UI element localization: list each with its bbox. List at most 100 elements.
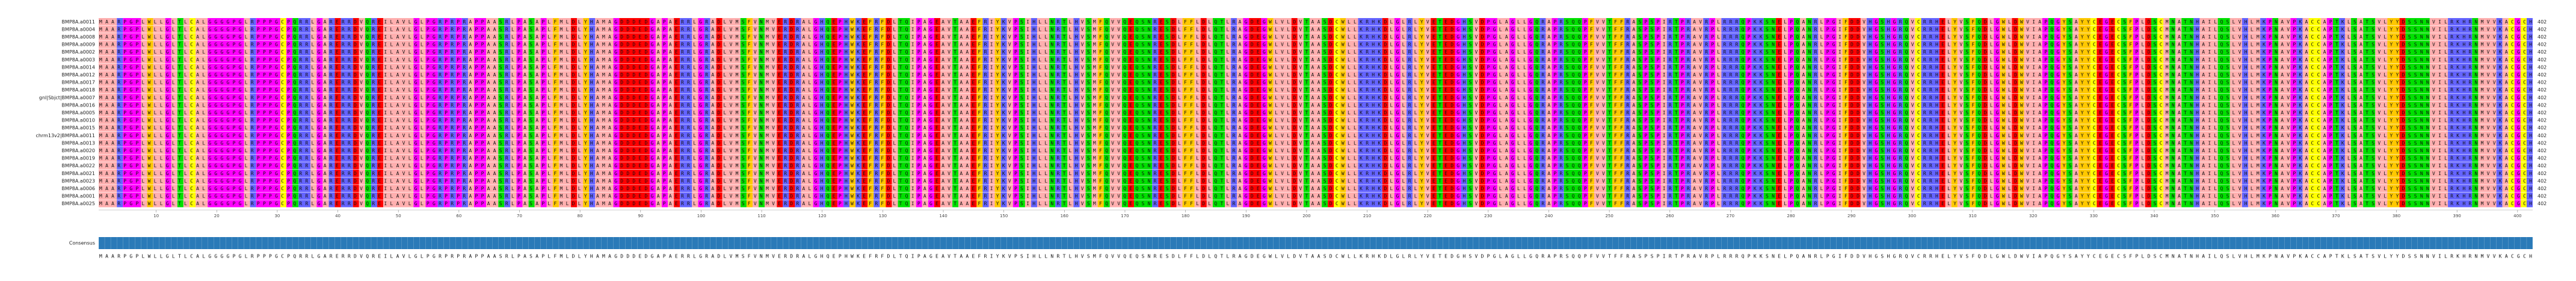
row-end: 402 (2537, 125, 2547, 131)
residue-block (413, 25, 420, 33)
residue-block (1594, 40, 1607, 48)
residue-block (2151, 40, 2157, 48)
residue-block (722, 25, 741, 33)
residue-block (940, 48, 953, 56)
residue-block (849, 40, 856, 48)
residue-block (2145, 33, 2151, 41)
residue-block (1091, 18, 1098, 25)
residue-block (1539, 40, 1546, 48)
residue-block (2072, 25, 2079, 33)
residue-block (437, 25, 444, 33)
residue-block (1394, 18, 1400, 25)
residue-block (467, 48, 475, 56)
residue-block (874, 18, 880, 25)
residue-block (2060, 18, 2067, 25)
residue-block (1182, 40, 1195, 48)
residue-block (783, 33, 789, 41)
residue-block (504, 40, 511, 48)
residue-block (1515, 40, 1528, 48)
residue-block (552, 25, 559, 33)
residue-block (2024, 25, 2042, 33)
residue-block (2242, 33, 2248, 41)
row-label: BMP8A.a0009 (62, 42, 95, 48)
residue-block (583, 18, 590, 25)
residue-block (153, 48, 165, 56)
residue-block (141, 18, 147, 25)
residue-block (540, 18, 547, 25)
residue-block (668, 40, 674, 48)
residue-block (1988, 25, 1994, 33)
residue-block (1824, 40, 1837, 48)
residue-block (280, 33, 287, 41)
residue-block (2018, 18, 2024, 25)
residue-block (165, 48, 171, 56)
residue-block (1031, 25, 1038, 33)
residue-block (2302, 40, 2309, 48)
residue-block (2351, 25, 2358, 33)
residue-block (540, 48, 547, 56)
residue-block (2248, 18, 2261, 25)
residue-block (1358, 33, 1382, 41)
residue-block (353, 40, 359, 48)
residue-block (208, 18, 244, 25)
residue-block (1891, 40, 1897, 48)
residue-block (1243, 18, 1249, 25)
residue-block (558, 18, 572, 25)
residue-block (534, 40, 541, 48)
residue-block (1678, 40, 1685, 48)
residue-block (1394, 40, 1400, 48)
residue-block (1273, 25, 1292, 33)
residue-block (2344, 40, 2352, 48)
residue-block (1994, 25, 2000, 33)
residue-block (2387, 40, 2400, 48)
residue-block (322, 40, 329, 48)
residue-block (1049, 18, 1056, 25)
residue-block (1485, 25, 1497, 33)
residue-block (1085, 40, 1092, 48)
residue-block (474, 18, 487, 25)
residue-block (1152, 18, 1159, 25)
residue-block (2169, 40, 2176, 48)
residue-block (880, 33, 886, 41)
row-label: BMP8A.a0012 (62, 72, 95, 78)
residue-block (1691, 33, 1704, 41)
residue-block (340, 33, 353, 41)
residue-block (2103, 18, 2109, 25)
residue-block (1231, 25, 1237, 33)
residue-block (2496, 33, 2503, 41)
residue-block (2097, 33, 2103, 41)
residue-block (1176, 40, 1183, 48)
residue-block (1781, 25, 1789, 33)
residue-block (359, 48, 365, 56)
residue-block (2000, 25, 2006, 33)
residue-block (2326, 33, 2333, 41)
residue-block (353, 33, 359, 41)
residue-block (467, 18, 475, 25)
residue-block (940, 25, 953, 33)
residue-block (1721, 18, 1740, 25)
residue-block (2072, 40, 2079, 48)
residue-block (2375, 40, 2388, 48)
residue-block (2078, 25, 2091, 33)
residue-block (1763, 40, 1776, 48)
residue-block (1031, 33, 1038, 41)
residue-block (1225, 40, 1231, 48)
residue-block (1479, 33, 1485, 41)
residue-block (310, 48, 317, 56)
residue-block (1073, 18, 1080, 25)
residue-block (377, 25, 384, 33)
residue-block (1842, 18, 1849, 25)
residue-block (1328, 40, 1334, 48)
residue-block (2103, 33, 2109, 41)
residue-block (1636, 25, 1643, 33)
residue-block (1194, 25, 1201, 33)
residue-block (759, 25, 765, 33)
residue-block (1564, 18, 1582, 25)
residue-block (334, 48, 341, 56)
residue-block (1824, 25, 1837, 33)
residue-block (1388, 25, 1394, 33)
residue-block (722, 48, 741, 56)
residue-block (377, 33, 384, 41)
residue-block (2193, 18, 2200, 25)
residue-block (208, 33, 244, 41)
